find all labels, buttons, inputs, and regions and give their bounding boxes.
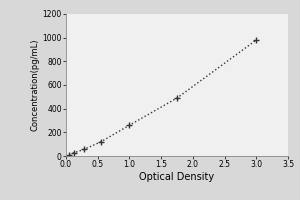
X-axis label: Optical Density: Optical Density bbox=[140, 172, 214, 182]
Y-axis label: Concentration(pg/mL): Concentration(pg/mL) bbox=[31, 39, 40, 131]
